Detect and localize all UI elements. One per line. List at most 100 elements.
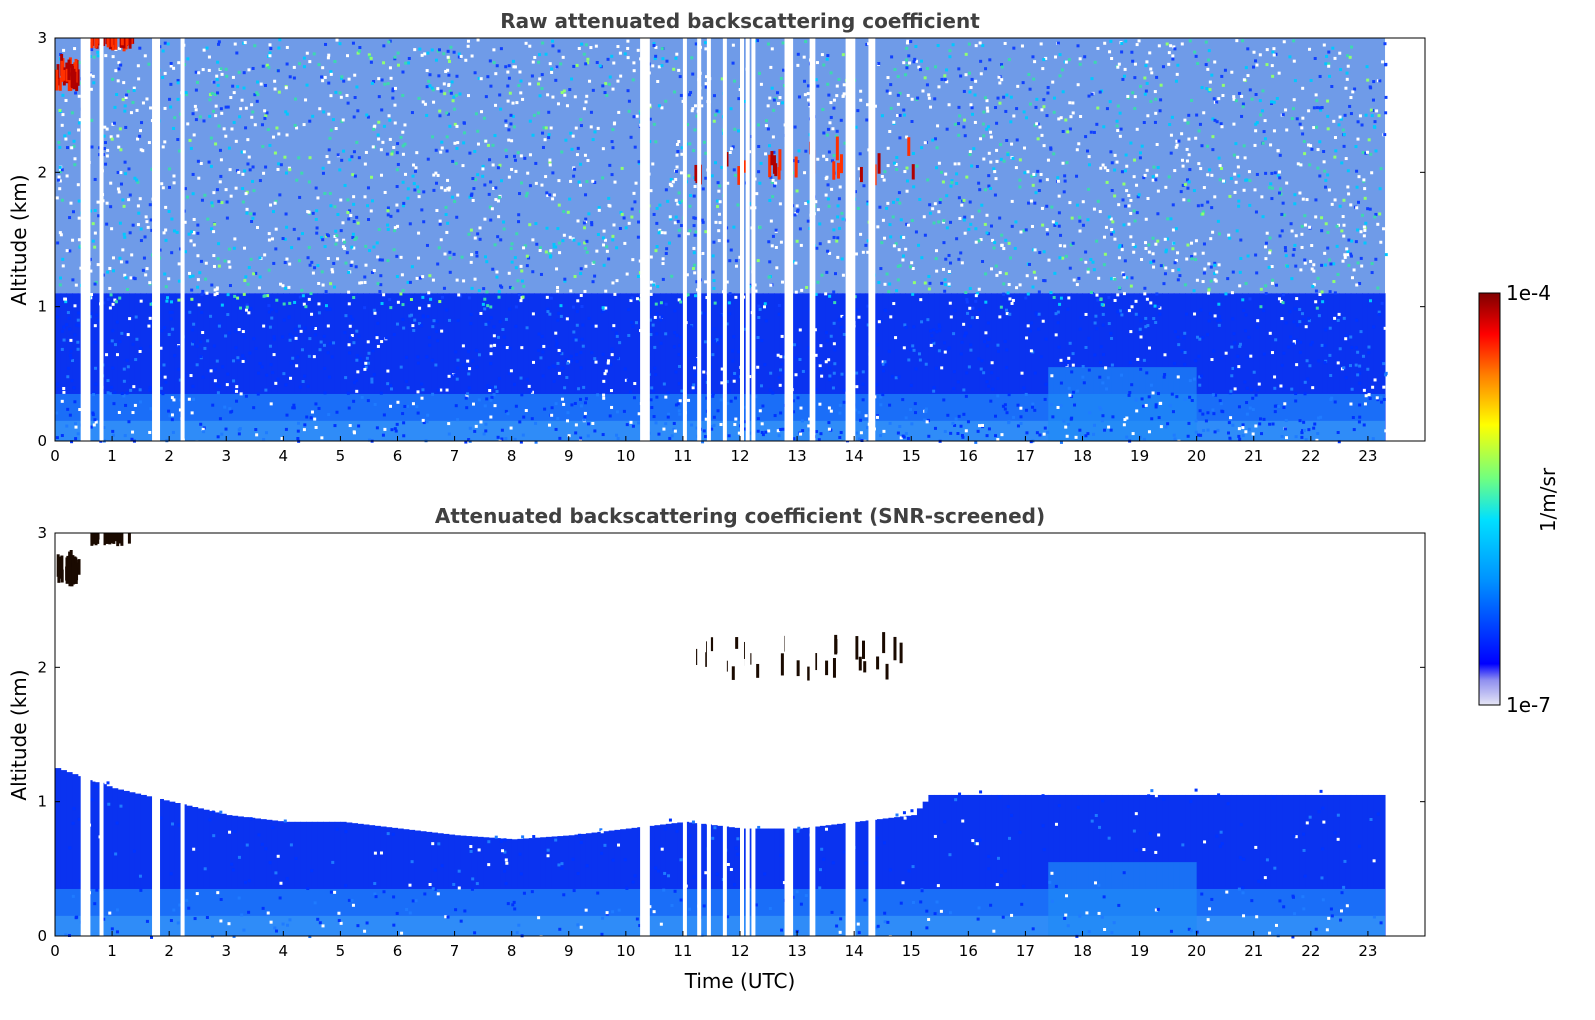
noise-pixel (191, 384, 195, 388)
noise-pixel (1136, 357, 1140, 361)
noise-pixel (89, 269, 93, 273)
noise-pixel (72, 144, 76, 148)
noise-pixel (530, 390, 534, 394)
noise-pixel (768, 144, 772, 148)
noise-pixel (185, 93, 189, 97)
noise-pixel (220, 201, 224, 205)
noise-pixel (253, 44, 257, 48)
noise-pixel (605, 249, 609, 253)
noise-pixel (1194, 419, 1198, 423)
noise-pixel (1015, 107, 1019, 111)
noise-pixel (802, 55, 806, 59)
noise-pixel (196, 254, 200, 258)
noise-pixel (316, 196, 320, 200)
noise-pixel (519, 440, 523, 444)
noise-pixel (464, 440, 468, 444)
noise-pixel (1380, 301, 1384, 305)
noise-pixel (243, 357, 247, 361)
noise-pixel (1348, 55, 1352, 59)
noise-pixel (317, 311, 321, 315)
noise-pixel (563, 277, 567, 281)
noise-pixel (744, 420, 748, 424)
noise-pixel (462, 121, 466, 125)
noise-pixel (911, 151, 915, 155)
noise-pixel (557, 203, 561, 207)
noise-pixel (953, 309, 957, 313)
noise-pixel (780, 334, 784, 338)
noise-pixel (442, 82, 446, 86)
noise-pixel (1190, 399, 1194, 403)
noise-pixel (1143, 286, 1147, 290)
noise-pixel (315, 226, 319, 230)
noise-pixel (717, 229, 721, 233)
noise-pixel (62, 338, 66, 342)
noise-pixel (769, 283, 773, 287)
noise-pixel (201, 68, 205, 72)
noise-pixel (719, 313, 723, 317)
noise-pixel (668, 436, 672, 440)
noise-pixel (358, 46, 362, 50)
noise-pixel (393, 55, 397, 59)
noise-pixel (131, 411, 135, 415)
noise-pixel (422, 421, 426, 425)
noise-pixel (1177, 139, 1181, 143)
noise-pixel (339, 229, 343, 233)
noise-pixel (171, 430, 175, 434)
noise-pixel (355, 358, 359, 362)
noise-pixel (326, 257, 330, 261)
noise-pixel (1309, 144, 1313, 148)
noise-pixel (1272, 129, 1276, 133)
noise-pixel (602, 243, 606, 247)
noise-pixel (833, 272, 837, 276)
noise-pixel (445, 111, 449, 115)
noise-pixel (665, 59, 669, 63)
noise-pixel (1317, 314, 1321, 318)
noise-pixel (1031, 402, 1035, 406)
noise-pixel (201, 289, 205, 293)
noise-pixel (1144, 246, 1148, 250)
noise-pixel (637, 220, 641, 224)
noise-pixel (829, 115, 833, 119)
noise-pixel (606, 57, 610, 61)
noise-pixel (345, 251, 349, 255)
noise-pixel (1003, 407, 1007, 411)
noise-pixel (111, 256, 115, 260)
noise-pixel (918, 197, 922, 201)
noise-pixel (712, 286, 716, 290)
noise-pixel (800, 419, 804, 423)
noise-pixel (367, 438, 371, 442)
bl-column (1305, 293, 1312, 441)
noise-pixel (125, 93, 129, 97)
noise-pixel (629, 420, 633, 424)
noise-pixel (691, 72, 695, 76)
noise-pixel (611, 128, 615, 132)
noise-pixel (660, 64, 664, 68)
noise-pixel (347, 217, 351, 221)
noise-pixel (912, 60, 916, 64)
noise-pixel (1358, 371, 1362, 375)
noise-pixel (438, 222, 442, 226)
noise-pixel (1194, 359, 1198, 363)
noise-pixel (1366, 207, 1370, 211)
noise-pixel (445, 388, 449, 392)
noise-pixel (925, 420, 929, 424)
noise-pixel (987, 384, 991, 388)
noise-pixel (212, 80, 216, 84)
noise-pixel (73, 333, 77, 337)
noise-pixel (1018, 283, 1022, 287)
noise-pixel (384, 336, 388, 340)
noise-pixel (287, 285, 291, 289)
noise-pixel (1121, 271, 1125, 275)
bl-column (979, 293, 986, 441)
noise-pixel (1169, 217, 1173, 221)
noise-pixel (1330, 202, 1334, 206)
noise-pixel (281, 284, 285, 288)
noise-pixel (471, 359, 475, 363)
bl-column (226, 293, 233, 441)
noise-pixel (163, 140, 167, 144)
noise-pixel (630, 296, 634, 300)
noise-pixel (964, 331, 968, 335)
noise-pixel (1262, 130, 1266, 134)
noise-pixel (93, 245, 97, 249)
noise-pixel (394, 429, 398, 433)
